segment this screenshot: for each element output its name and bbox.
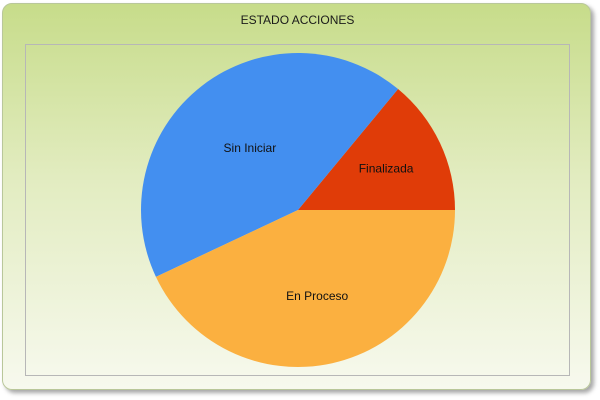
pie-label-finalizada: Finalizada	[359, 162, 414, 176]
pie-slice-en-proceso	[155, 210, 456, 367]
pie-labels: Finalizada Sin Iniciar En Proceso	[224, 141, 414, 303]
pie-slice-finalizada	[298, 89, 455, 210]
pie-slice-sin-iniciar	[140, 52, 399, 277]
pie-label-sin-iniciar: Sin Iniciar	[224, 141, 277, 155]
pie-label-en-proceso: En Proceso	[286, 289, 348, 303]
chart-title: ESTADO ACCIONES	[240, 13, 355, 27]
plot-area	[25, 44, 570, 376]
pie-slices	[140, 52, 456, 367]
